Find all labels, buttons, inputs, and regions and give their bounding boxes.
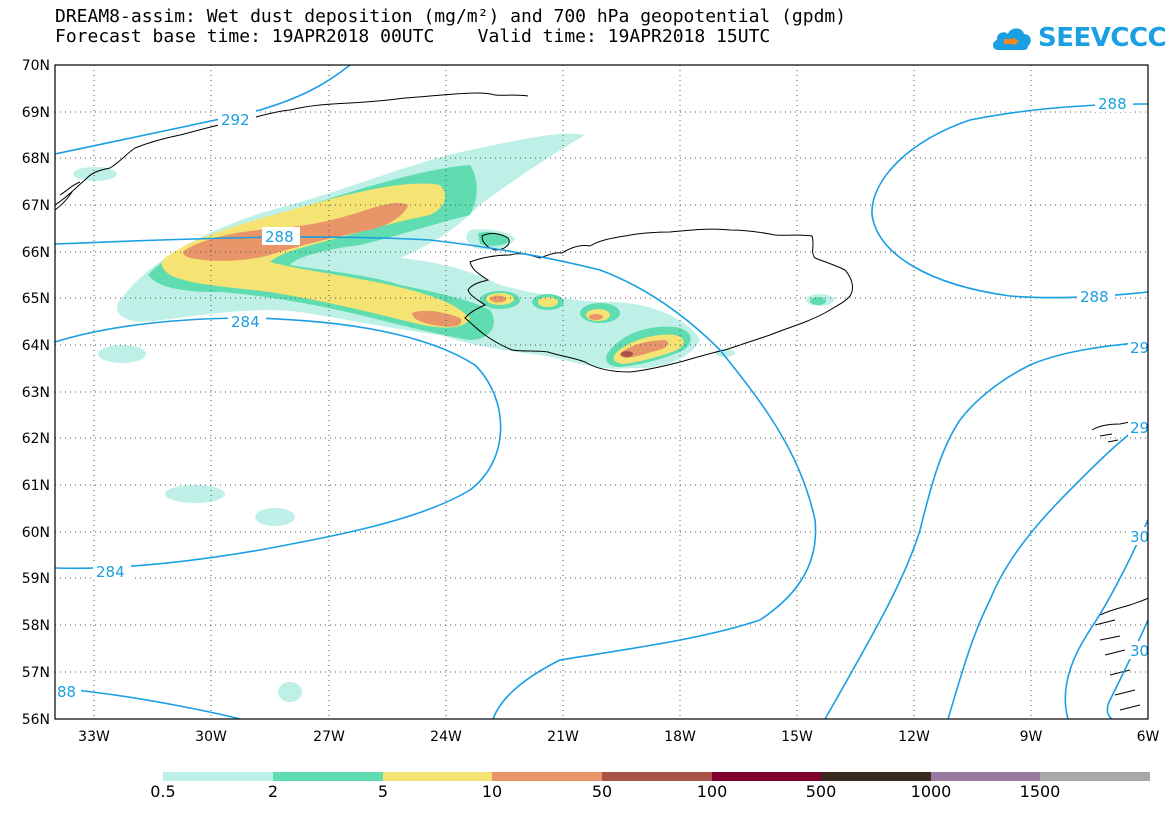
contour-label: 288 [1080,288,1109,306]
longitude-labels: 33W 30W 27W 24W 21W 18W 15W 12W 9W 6W [78,729,1159,745]
lon-label: 24W [430,729,462,745]
colorbar [163,772,1150,781]
contour-288-sw [55,687,241,719]
seevccc-logo: SEEVCCC [990,18,1167,58]
colorbar-segment [821,772,931,781]
colorbar-segment [383,772,492,781]
contour-29-b [947,419,1148,719]
colorbar-label: 2 [267,782,279,801]
lat-label: 65N [22,291,50,307]
contour-label: 29 [1130,419,1149,437]
colorbar-label: 1500 [1019,782,1061,801]
lat-label: 59N [22,571,50,587]
logo-text: SEEVCCC [1038,23,1167,53]
cloud-icon [992,28,1031,50]
lon-label: 33W [78,729,110,745]
colorbar-label: 100 [696,782,728,801]
contour-284-north [55,317,502,570]
colorbar-label: 50 [591,782,613,801]
contour-288-east [871,103,1148,299]
lat-label: 69N [22,105,50,121]
colorbar-segment [163,772,273,781]
lat-label: 61N [22,478,50,494]
contour-label: 88 [57,683,76,701]
lon-label: 6W [1137,729,1160,745]
latitude-labels: 70N 69N 68N 67N 66N 65N 64N 63N 62N 61N … [22,58,50,728]
lat-label: 67N [22,198,50,214]
contour-label: 284 [231,313,260,331]
contour-29-a [824,341,1148,719]
contour-label-group: 292 288 288 288 284 284 88 29 29 30 30 [55,94,1149,701]
lon-label: 18W [664,729,696,745]
colorbar-label: 10 [481,782,503,801]
lat-label: 63N [22,385,50,401]
colorbar-segment [273,772,383,781]
contour-label: 288 [1098,95,1127,113]
colorbar-label: 0.5 [150,782,176,801]
lat-label: 58N [22,618,50,634]
map-title: DREAM8-assim: Wet dust deposition (mg/m²… [55,6,847,27]
coastlines [55,92,1148,711]
graticule [55,65,1148,719]
contour-label: 30 [1130,528,1149,546]
contour-292 [55,65,351,155]
map-subtitle: Forecast base time: 19APR2018 00UTC Vali… [55,26,771,47]
colorbar-segment [931,772,1040,781]
lat-label: 56N [22,712,50,728]
contour-label: 30 [1130,642,1149,660]
colorbar-segment [1040,772,1150,781]
colorbar-segment [602,772,712,781]
contour-30-b [1106,619,1148,719]
contour-label: 288 [265,228,294,246]
lon-label: 9W [1020,729,1043,745]
contour-label: 29 [1130,339,1149,357]
colorbar-label: 1000 [910,782,952,801]
lat-label: 66N [22,245,50,261]
lon-label: 27W [313,729,345,745]
lat-label: 60N [22,525,50,541]
lat-label: 70N [22,58,50,74]
lat-label: 64N [22,338,50,354]
colorbar-label: 5 [377,782,389,801]
lon-label: 15W [781,729,813,745]
contour-label: 292 [221,111,250,129]
contour-30-a [1064,519,1148,719]
lat-label: 62N [22,431,50,447]
colorbar-segment [492,772,602,781]
contour-label: 284 [96,563,125,581]
map-frame [54,64,1149,720]
lon-label: 21W [547,729,579,745]
contour-288-west [55,236,817,719]
colorbar-label: 500 [805,782,837,801]
lon-label: 12W [898,729,930,745]
lat-label: 68N [22,151,50,167]
geopotential-contours [55,65,1148,719]
lon-label: 30W [195,729,227,745]
lat-label: 57N [22,665,50,681]
colorbar-segment [712,772,821,781]
dust-deposition-layer [73,133,834,702]
